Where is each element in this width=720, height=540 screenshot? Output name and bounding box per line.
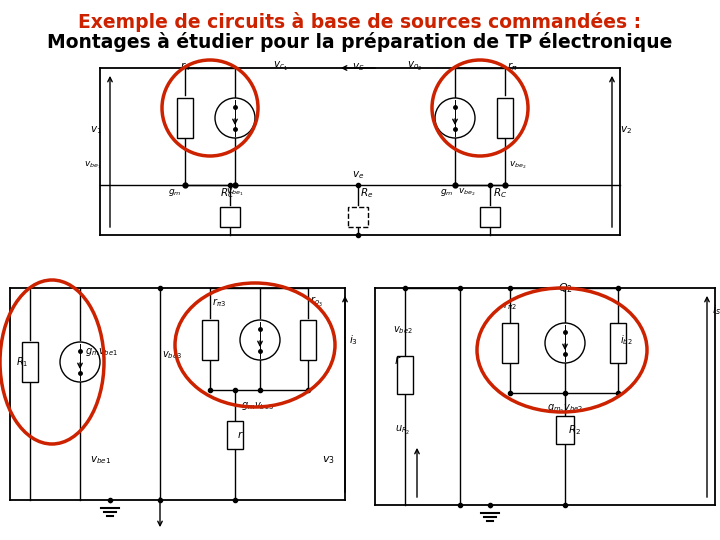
Text: $r_\pi$: $r_\pi$: [179, 60, 190, 73]
Text: $R_1$: $R_1$: [16, 355, 28, 369]
Bar: [348, 207, 368, 227]
Bar: [397, 356, 413, 394]
Bar: [177, 98, 193, 138]
Text: $v_3$: $v_3$: [322, 454, 335, 466]
Text: $g_m v_{be3}$: $g_m v_{be3}$: [241, 400, 274, 412]
Text: $v_{be_2}$: $v_{be_2}$: [509, 159, 526, 171]
Text: $v_{be1}$: $v_{be1}$: [90, 454, 111, 466]
Bar: [22, 342, 38, 382]
Bar: [227, 421, 243, 449]
Text: $R_2$: $R_2$: [568, 423, 581, 437]
Text: Exemple de circuits à base de sources commandées :: Exemple de circuits à base de sources co…: [78, 12, 642, 32]
Text: $g_{m_2} v_{be2}$: $g_{m_2} v_{be2}$: [547, 403, 583, 416]
Text: $v_{be3}$: $v_{be3}$: [162, 349, 182, 361]
Text: $i_3$: $i_3$: [349, 333, 358, 347]
Bar: [220, 207, 240, 227]
Text: $v_S$: $v_S$: [352, 61, 364, 73]
Text: $r_\pi$: $r_\pi$: [507, 60, 518, 73]
Text: $i_{b2}$: $i_{b2}$: [620, 333, 633, 347]
Circle shape: [240, 320, 280, 360]
Bar: [556, 416, 574, 444]
Text: $v_2$: $v_2$: [620, 124, 632, 136]
Text: $u_{R_2}$: $u_{R_2}$: [395, 423, 410, 436]
Text: $g_m$: $g_m$: [168, 186, 181, 198]
Bar: [202, 320, 218, 360]
Circle shape: [60, 342, 100, 382]
Circle shape: [545, 323, 585, 363]
Bar: [480, 207, 500, 227]
Bar: [502, 323, 518, 363]
Text: $Q_2$: $Q_2$: [557, 281, 572, 295]
Text: $v_{be_1}$: $v_{be_1}$: [84, 159, 102, 171]
Text: $v_e$: $v_e$: [352, 169, 364, 181]
Circle shape: [215, 98, 255, 138]
Text: $r_{\pi 2}$: $r_{\pi 2}$: [503, 299, 517, 312]
Text: $r$: $r$: [394, 354, 401, 367]
Text: $v_{be_2}$: $v_{be_2}$: [458, 186, 475, 198]
Text: $r_{o_3}$: $r_{o_3}$: [310, 295, 323, 309]
Text: $v_1$: $v_1$: [90, 124, 102, 136]
Text: $v_{be2}$: $v_{be2}$: [393, 324, 413, 336]
Text: $r$: $r$: [237, 429, 244, 441]
Text: $i_s$: $i_s$: [712, 303, 720, 317]
Bar: [497, 98, 513, 138]
Text: $v_{c_1}$: $v_{c_1}$: [273, 60, 287, 73]
Circle shape: [435, 98, 475, 138]
Text: $R_e$: $R_e$: [360, 186, 374, 200]
Text: $R_C$: $R_C$: [493, 186, 508, 200]
Bar: [610, 323, 626, 363]
Text: $g_m v_{be1}$: $g_m v_{be1}$: [85, 346, 118, 358]
Bar: [300, 320, 316, 360]
Text: $R_C$: $R_C$: [220, 186, 234, 200]
Text: $v_{o_2}$: $v_{o_2}$: [408, 60, 423, 73]
Text: $g_m$: $g_m$: [439, 186, 453, 198]
Text: Montages à étudier pour la préparation de TP électronique: Montages à étudier pour la préparation d…: [48, 32, 672, 52]
Text: $r_{\pi 3}$: $r_{\pi 3}$: [212, 296, 226, 309]
Text: $v_{be_1}$: $v_{be_1}$: [226, 186, 244, 198]
